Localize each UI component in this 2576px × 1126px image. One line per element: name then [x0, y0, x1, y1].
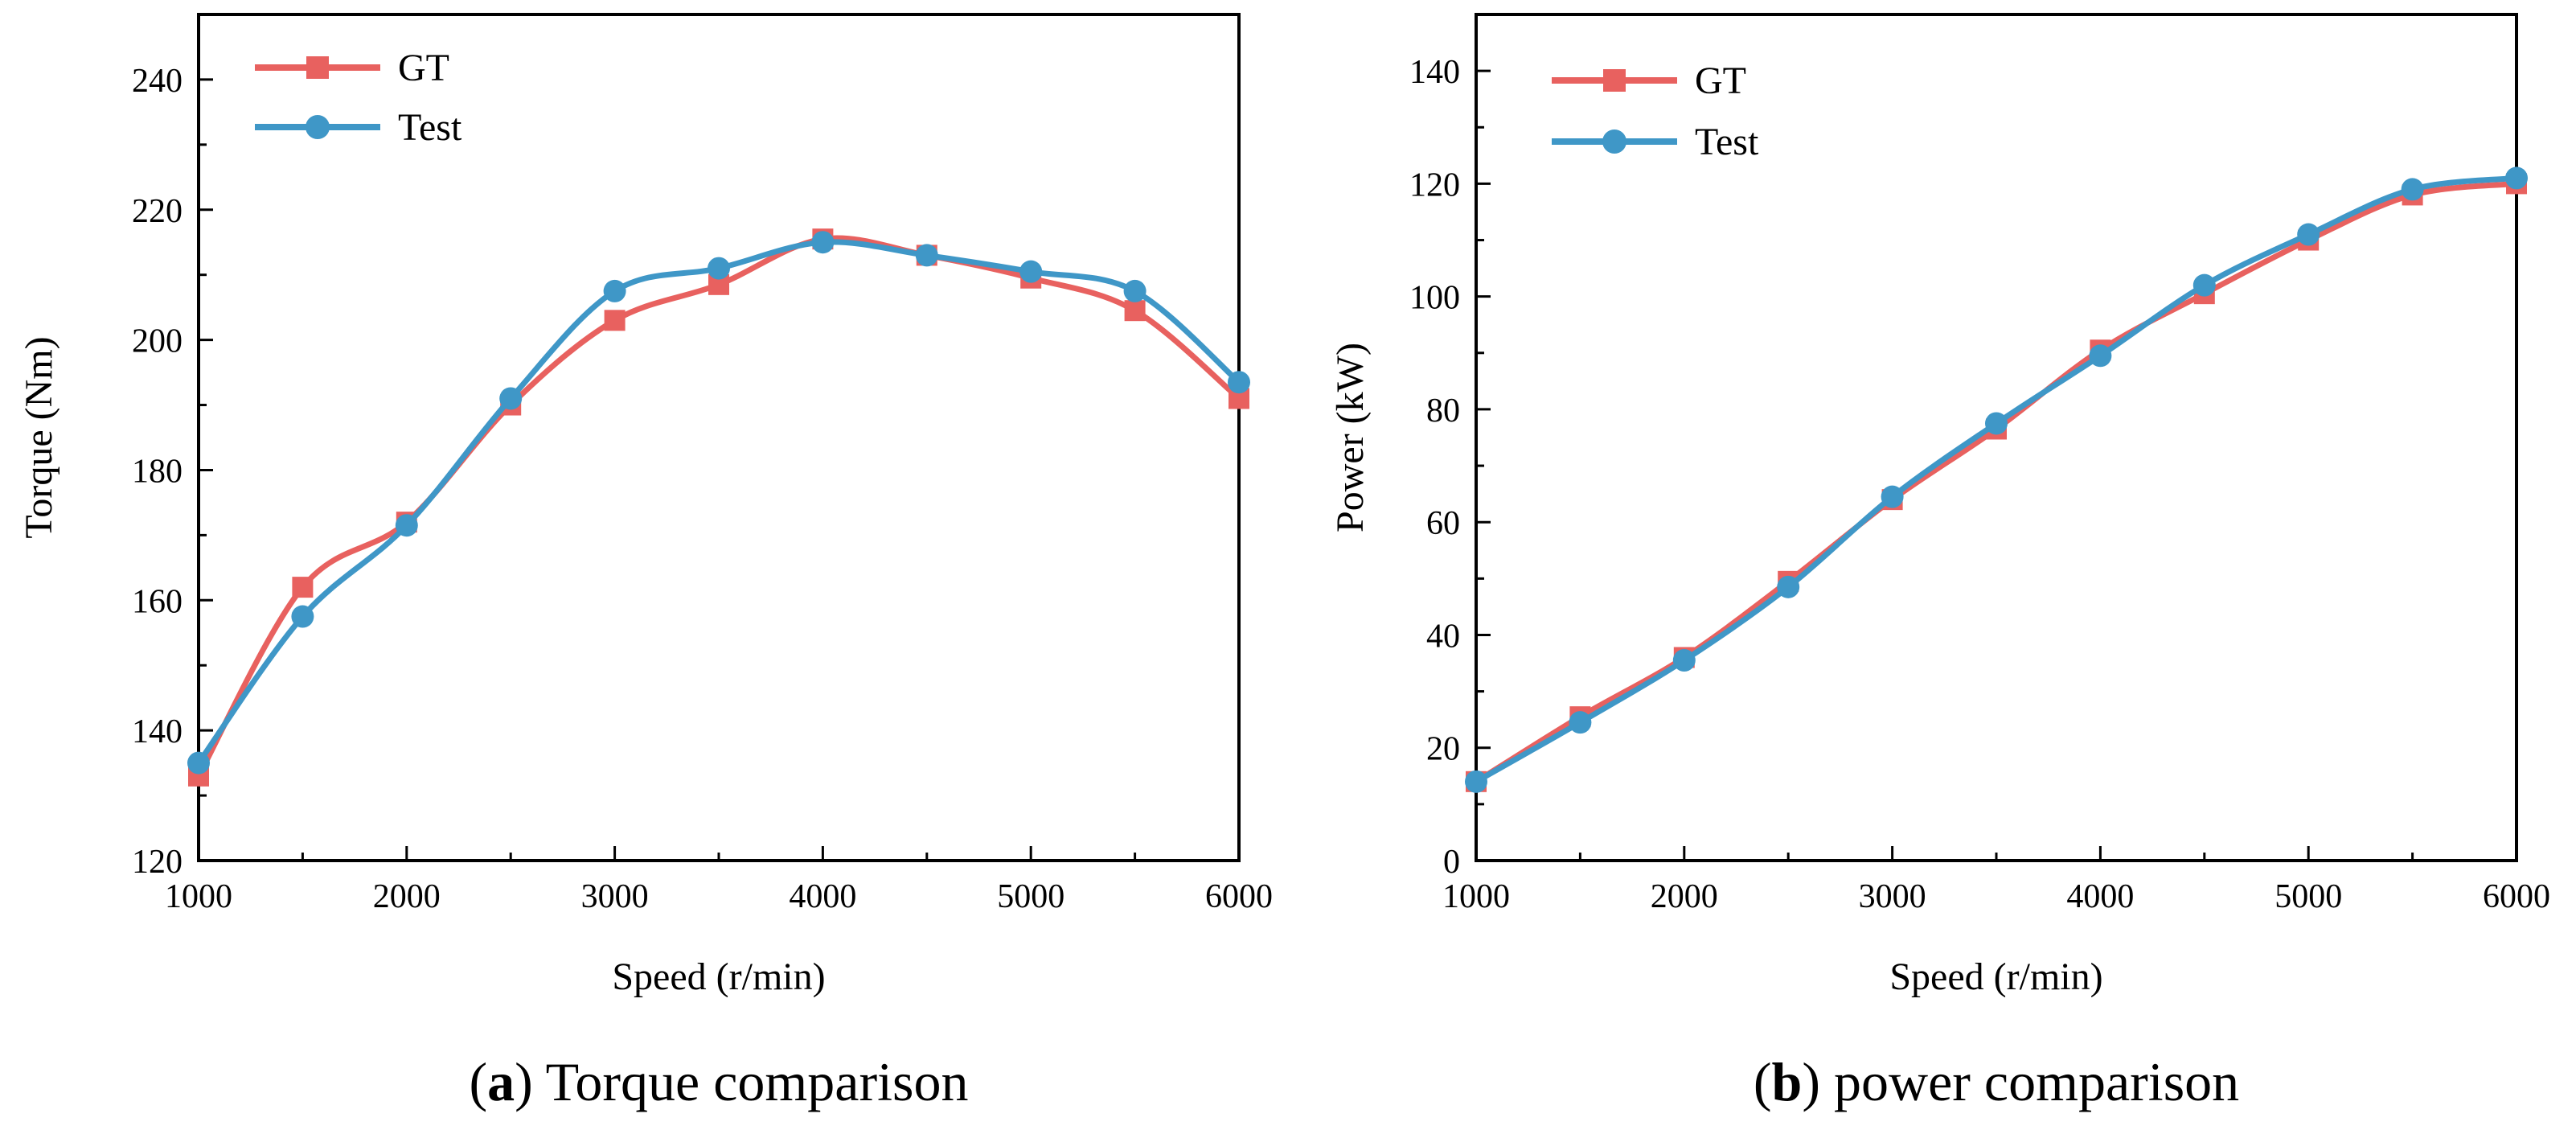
caption-paren-open: (	[470, 1051, 488, 1112]
data-point-circle	[1465, 770, 1487, 793]
data-point-circle	[187, 751, 210, 775]
legend-entry-test: Test	[255, 106, 462, 149]
legend-label: Test	[398, 106, 462, 149]
chart-panel-torque: 1000 2000 3000 4000 5000 6000 120 140 160 180 200 2…	[18, 13, 1273, 1112]
data-point-circle	[1881, 485, 1904, 508]
chart-panel-power: 1000 2000 3000 4000 5000 6000 0 20 40 60 80 100 120 1…	[1329, 13, 2550, 1112]
legend-label: GT	[398, 47, 449, 89]
y-tick-label: 140	[132, 713, 183, 750]
y-axis-title: Power (kW)	[1329, 343, 1372, 532]
caption-text: Torque comparison	[546, 1051, 969, 1112]
y-tick-label: 160	[132, 583, 183, 620]
data-point-circle	[395, 514, 418, 537]
caption-text: power comparison	[1834, 1051, 2239, 1112]
x-axis-title: Speed (r/min)	[1889, 955, 2102, 998]
legend-marker-square	[1603, 69, 1626, 92]
y-tick-label: 20	[1426, 731, 1460, 768]
legend-marker-circle	[306, 115, 330, 139]
data-point-circle	[2297, 223, 2320, 246]
data-point-circle	[811, 231, 835, 254]
x-tick-label: 6000	[2483, 878, 2550, 915]
legend-marker-circle	[1602, 129, 1626, 154]
y-tick-label: 220	[132, 193, 183, 230]
data-point-circle	[915, 244, 938, 267]
x-tick-label: 4000	[789, 878, 856, 915]
y-tick-label: 200	[132, 323, 183, 360]
y-axis: 0 20 40 60 80 100 120 140	[1409, 13, 1491, 881]
data-point-circle	[1569, 711, 1592, 734]
data-point-square	[604, 310, 626, 331]
x-tick-label: 2000	[373, 878, 441, 915]
caption-paren-open: (	[1754, 1051, 1772, 1112]
x-tick-label: 4000	[2066, 878, 2134, 915]
y-tick-label: 40	[1426, 618, 1460, 655]
series-line	[195, 235, 1242, 779]
data-point-circle	[708, 257, 730, 280]
figure-caption: (a) Torque comparison	[470, 1051, 969, 1112]
caption-paren-close: )	[515, 1051, 545, 1112]
y-tick-label: 100	[1409, 280, 1460, 317]
x-tick-label: 6000	[1205, 878, 1273, 915]
data-point-circle	[2089, 344, 2112, 368]
x-tick-label: 1000	[165, 878, 232, 915]
x-axis: 1000 2000 3000 4000 5000 6000	[165, 846, 1273, 915]
caption-letter: b	[1771, 1051, 1802, 1112]
x-axis: 1000 2000 3000 4000 5000 6000	[1442, 846, 2550, 915]
legend-entry-gt: GT	[255, 47, 449, 89]
plot-frame	[197, 13, 1241, 862]
data-point-circle	[1019, 260, 1043, 283]
data-point-circle	[1985, 412, 2008, 435]
y-tick-label: 120	[132, 844, 183, 881]
x-tick-label: 1000	[1442, 878, 1510, 915]
data-point-circle	[2505, 166, 2528, 190]
series-test	[1465, 166, 2528, 793]
data-point-circle	[1228, 371, 1250, 394]
x-tick-label: 3000	[1859, 878, 1926, 915]
data-point-circle	[499, 387, 523, 410]
legend-label: Test	[1695, 121, 1759, 163]
data-point-circle	[2192, 273, 2216, 297]
series-line	[1473, 175, 2520, 785]
data-point-circle	[1777, 575, 1800, 598]
legend-marker-square	[306, 56, 329, 79]
x-tick-label: 5000	[997, 878, 1064, 915]
y-axis-title: Torque (Nm)	[18, 336, 60, 538]
y-tick-label: 180	[132, 453, 183, 490]
series-test	[187, 231, 1250, 775]
x-tick-label: 5000	[2275, 878, 2342, 915]
legend-entry-gt: GT	[1552, 60, 1746, 102]
y-tick-label: 240	[132, 63, 183, 100]
caption-paren-close: )	[1802, 1051, 1834, 1112]
data-point-circle	[603, 279, 626, 302]
figure-caption: (b) power comparison	[1754, 1051, 2239, 1112]
series-gt	[188, 228, 1249, 787]
data-point-square	[1124, 300, 1146, 322]
y-axis: 120 140 160 180 200 220 240	[132, 13, 213, 881]
series-line	[195, 239, 1242, 766]
y-tick-label: 0	[1443, 844, 1460, 881]
legend-entry-test: Test	[1552, 121, 1759, 163]
data-point-circle	[1672, 649, 1696, 672]
caption-letter: a	[487, 1051, 515, 1112]
x-tick-label: 2000	[1651, 878, 1718, 915]
x-tick-label: 3000	[581, 878, 649, 915]
data-point-circle	[291, 605, 314, 628]
y-tick-label: 120	[1409, 166, 1460, 203]
x-axis-title: Speed (r/min)	[612, 955, 825, 998]
y-tick-label: 60	[1426, 505, 1460, 542]
legend-label: GT	[1695, 60, 1746, 102]
y-tick-label: 80	[1426, 392, 1460, 429]
data-point-circle	[2401, 178, 2424, 201]
data-point-circle	[1123, 279, 1146, 302]
data-point-square	[292, 577, 314, 598]
y-tick-label: 140	[1409, 54, 1460, 91]
